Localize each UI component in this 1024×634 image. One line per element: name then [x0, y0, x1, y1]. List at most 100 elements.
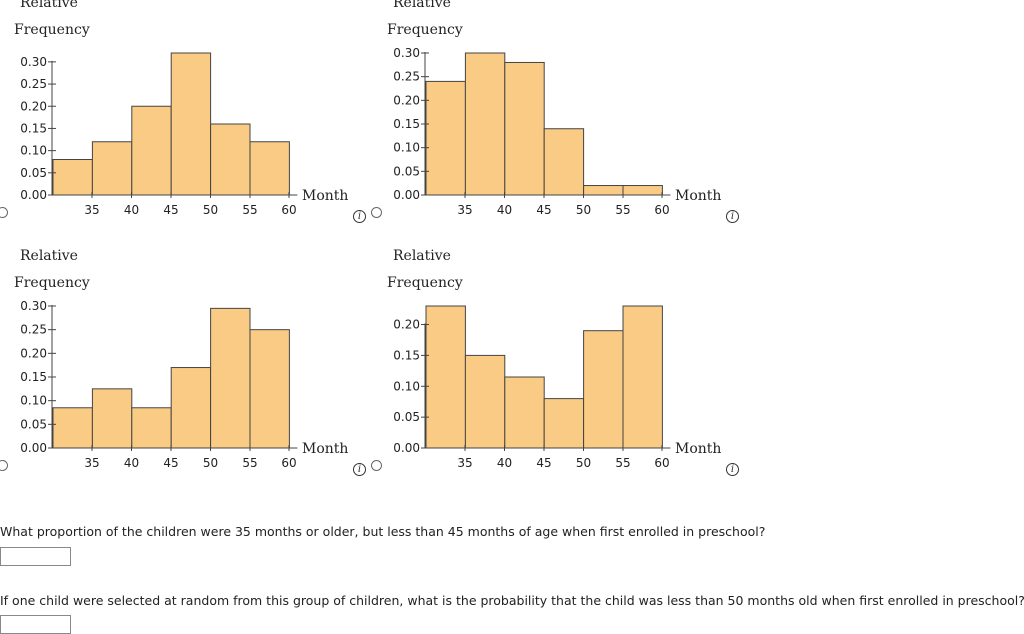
- histogram-bar: [170, 52, 212, 196]
- x-tick-label: 60: [654, 203, 669, 217]
- x-tick-label: 35: [457, 203, 472, 217]
- histogram-bar: [91, 388, 133, 449]
- histogram-bar: [425, 80, 466, 196]
- x-axis-label: Month: [302, 441, 349, 457]
- x-tick-label: 55: [615, 456, 630, 470]
- option-4-radio[interactable]: [371, 460, 382, 471]
- x-tick-label: 45: [163, 456, 178, 470]
- x-tick-label: 60: [654, 456, 669, 470]
- y-tick-label: 0.15: [20, 121, 47, 135]
- histogram-bar: [464, 52, 506, 196]
- histogram-bar: [52, 407, 93, 449]
- histogram-bar: [131, 105, 172, 196]
- histogram-plot: 0.00 0.05 0.10 0.15 0.20 35 40 45 50 55 60: [393, 305, 671, 470]
- histogram-bar: [504, 376, 545, 449]
- y-tick-label: 0.30: [393, 46, 420, 60]
- x-tick-label: 45: [163, 203, 178, 217]
- y-tick-label: 0.20: [393, 318, 420, 332]
- x-tick-label: 55: [242, 456, 257, 470]
- y-tick-label: 0.20: [393, 93, 420, 107]
- x-tick-label: 45: [536, 203, 551, 217]
- x-tick-label: 35: [457, 456, 472, 470]
- y-tick-label: 0.10: [393, 379, 420, 393]
- y-tick-label: 0.25: [20, 323, 47, 337]
- histogram-bar: [543, 128, 585, 196]
- y-tick-label: 0.00: [393, 188, 420, 202]
- y-tick-label: 0.10: [20, 144, 47, 158]
- info-icon[interactable]: i: [726, 463, 739, 476]
- question-1-text: What proportion of the children were 35 …: [0, 524, 766, 539]
- y-axis-label-line1: Relative: [20, 0, 78, 11]
- y-axis-label-line2: Frequency: [387, 275, 463, 291]
- histogram-bar: [249, 141, 290, 196]
- x-tick-label: 55: [615, 203, 630, 217]
- y-axis-label-line2: Frequency: [14, 22, 90, 38]
- y-axis-label-line1: Relative: [393, 248, 451, 264]
- y-tick-label: 0.25: [393, 70, 420, 84]
- x-tick-label: 60: [281, 203, 296, 217]
- histogram-bar: [543, 398, 585, 449]
- x-tick-label: 40: [497, 456, 512, 470]
- y-axis-label-line1: Relative: [20, 248, 78, 264]
- x-tick-label: 40: [497, 203, 512, 217]
- histogram-option-2: Relative Frequency Month 0.00 0.05 0.10 0.1…: [373, 0, 733, 240]
- y-axis-label-line1: Relative: [393, 0, 451, 11]
- x-tick-label: 40: [124, 203, 139, 217]
- y-tick-label: 0.30: [20, 55, 47, 69]
- x-tick-label: 40: [124, 456, 139, 470]
- histogram-bar: [425, 305, 466, 449]
- x-tick-label: 50: [203, 203, 218, 217]
- histogram-option-3: Relative Frequency Month 0.00 0.05 0.10 0.1…: [0, 248, 360, 493]
- x-axis-label: Month: [675, 188, 722, 204]
- histogram-bar: [464, 354, 506, 449]
- x-axis-label: Month: [675, 441, 722, 457]
- x-axis-label: Month: [302, 188, 349, 204]
- option-3-radio[interactable]: [0, 460, 8, 471]
- x-tick-label: 45: [536, 456, 551, 470]
- question-2-text: If one child were selected at random fro…: [0, 593, 1024, 608]
- x-tick-label: 60: [281, 456, 296, 470]
- histogram-plot: 0.00 0.05 0.10 0.15 0.20 0.25 0.30 35 40 45 50 55 60: [20, 52, 298, 217]
- info-icon[interactable]: i: [353, 210, 366, 223]
- x-tick-label: 55: [242, 203, 257, 217]
- histogram-plot: 0.00 0.05 0.10 0.15 0.20 0.25 0.30 35 40 45 50 55 60: [393, 46, 671, 217]
- x-tick-label: 35: [84, 456, 99, 470]
- x-tick-label: 50: [203, 456, 218, 470]
- y-tick-label: 0.20: [20, 346, 47, 360]
- question-2-answer-input[interactable]: [0, 615, 71, 634]
- histogram-bar: [583, 330, 624, 449]
- y-tick-label: 0.05: [20, 166, 47, 180]
- option-1-radio[interactable]: [0, 207, 8, 218]
- info-icon[interactable]: i: [353, 463, 366, 476]
- histogram-option-1: Relative Frequency Month 0.00 0.05 0.10 0.1…: [0, 0, 360, 240]
- x-tick-label: 35: [84, 203, 99, 217]
- histogram-bar: [583, 185, 624, 196]
- y-axis-label-line2: Frequency: [387, 22, 463, 38]
- histogram-bar: [91, 141, 133, 196]
- histogram-bar: [622, 185, 663, 196]
- histogram-bar: [170, 367, 212, 449]
- y-tick-label: 0.10: [20, 394, 47, 408]
- y-tick-label: 0.05: [20, 417, 47, 431]
- y-tick-label: 0.30: [20, 299, 47, 313]
- y-tick-label: 0.00: [393, 441, 420, 455]
- histogram-bar: [622, 305, 663, 449]
- info-icon[interactable]: i: [726, 210, 739, 223]
- histogram-bar: [504, 61, 545, 196]
- x-tick-label: 50: [576, 456, 591, 470]
- histogram-bar: [210, 123, 251, 196]
- y-tick-label: 0.25: [20, 77, 47, 91]
- histogram-option-4: Relative Frequency Month 0.00 0.05 0.10 0.1…: [373, 248, 733, 493]
- histogram-plot: 0.00 0.05 0.10 0.15 0.20 0.25 0.30 35 40 45 50 55 60: [20, 299, 298, 470]
- question-1-answer-input[interactable]: [0, 547, 71, 566]
- y-tick-label: 0.15: [393, 348, 420, 362]
- y-tick-label: 0.05: [393, 164, 420, 178]
- y-tick-label: 0.10: [393, 141, 420, 155]
- y-tick-label: 0.00: [20, 441, 47, 455]
- histogram-bar: [210, 307, 251, 449]
- y-axis-label-line2: Frequency: [14, 275, 90, 291]
- histogram-bar: [131, 407, 172, 449]
- option-2-radio[interactable]: [371, 207, 382, 218]
- histogram-bar: [249, 329, 290, 449]
- y-tick-label: 0.05: [393, 410, 420, 424]
